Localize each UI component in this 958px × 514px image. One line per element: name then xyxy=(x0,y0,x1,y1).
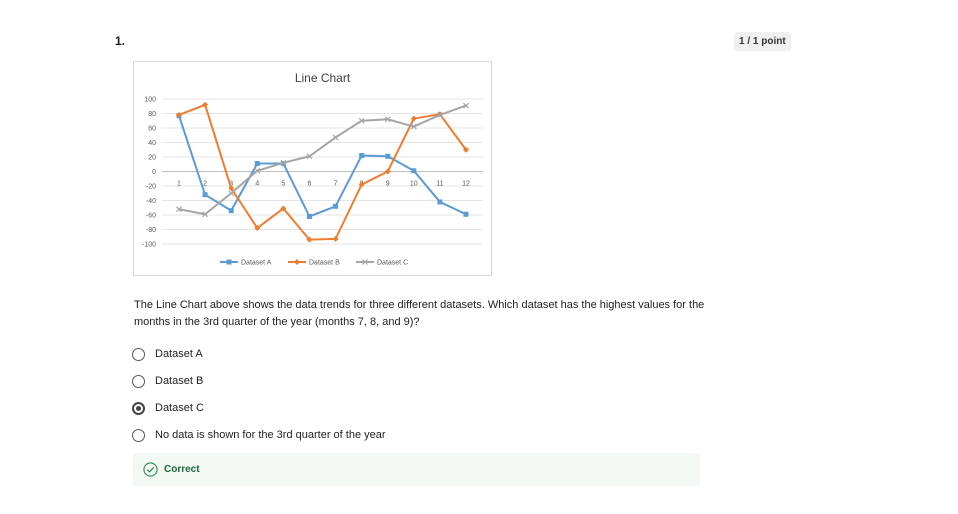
data-point xyxy=(437,199,443,205)
data-point xyxy=(463,146,469,153)
data-point xyxy=(202,211,209,218)
radio-dataset-c[interactable] xyxy=(132,401,145,415)
series-line xyxy=(178,115,467,218)
x-tick-label: 2 xyxy=(203,181,207,188)
data-point xyxy=(176,111,182,118)
x-tick-label: 9 xyxy=(386,181,390,188)
y-tick-label: -80 xyxy=(146,227,156,234)
data-point xyxy=(384,116,391,123)
y-tick-label: -100 xyxy=(142,242,156,249)
x-tick-label: 4 xyxy=(255,181,259,188)
radio-dataset-b[interactable] xyxy=(132,374,145,388)
y-tick-label: 20 xyxy=(148,155,156,162)
y-tick-label: -60 xyxy=(146,213,156,220)
data-point xyxy=(436,112,443,118)
data-point xyxy=(226,259,232,265)
data-point xyxy=(332,134,339,141)
option-label: No data is shown for the 3rd quarter of … xyxy=(155,429,386,441)
data-point xyxy=(202,101,209,108)
x-tick-label: 6 xyxy=(308,181,312,188)
x-tick-label: 7 xyxy=(334,181,338,188)
y-tick-label: 0 xyxy=(152,169,156,176)
data-point xyxy=(411,168,417,174)
legend-label: Dataset B xyxy=(309,260,340,267)
data-point xyxy=(254,225,261,232)
y-tick-label: 60 xyxy=(148,126,156,133)
series-line xyxy=(178,103,467,241)
line-chart: Line Chart 100 80 60 40 20 0 -20 -40 -60 -80 -100 1 2… xyxy=(133,61,492,276)
data-point xyxy=(384,168,391,175)
option-label: Dataset B xyxy=(155,375,204,387)
data-point xyxy=(463,211,469,217)
question-text: The Line Chart above shows the data tren… xyxy=(134,299,705,328)
chart-title: Line Chart xyxy=(295,71,351,85)
legend-label: Dataset C xyxy=(377,260,408,267)
question-number: 1. xyxy=(115,34,126,48)
data-point xyxy=(228,185,235,192)
data-point xyxy=(294,259,300,265)
y-tick-label: -20 xyxy=(146,184,156,191)
legend-label: Dataset A xyxy=(241,260,272,267)
x-tick-label: 11 xyxy=(436,181,443,188)
data-point xyxy=(228,190,235,197)
data-point xyxy=(306,213,312,219)
data-point xyxy=(385,153,391,159)
data-point xyxy=(254,167,261,174)
radio-no-data[interactable] xyxy=(132,428,145,442)
data-point xyxy=(176,206,182,213)
y-tick-label: 100 xyxy=(144,97,156,104)
data-point xyxy=(306,236,313,243)
data-point xyxy=(362,259,368,265)
x-tick-label: 10 xyxy=(410,181,418,188)
data-point xyxy=(254,161,260,167)
option-dataset-b[interactable]: Dataset B xyxy=(132,373,203,389)
data-point xyxy=(358,181,365,188)
y-tick-label: -40 xyxy=(146,198,156,205)
feedback-text: Correct xyxy=(164,464,200,475)
data-point xyxy=(228,208,234,214)
feedback-banner: Correct xyxy=(133,453,700,486)
option-no-data[interactable]: No data is shown for the 3rd quarter of … xyxy=(132,427,386,443)
x-tick-label: 3 xyxy=(229,181,233,188)
data-point xyxy=(306,153,313,160)
data-point xyxy=(463,102,469,109)
data-point xyxy=(280,205,287,212)
series-line xyxy=(178,104,467,216)
radio-dataset-a[interactable] xyxy=(132,347,145,361)
data-point xyxy=(280,159,287,166)
data-point xyxy=(332,235,339,242)
data-point xyxy=(202,192,208,198)
check-circle-icon xyxy=(143,462,158,477)
y-tick-label: 80 xyxy=(148,111,156,118)
x-tick-label: 12 xyxy=(462,181,470,188)
x-tick-label: 1 xyxy=(177,181,181,188)
data-point xyxy=(359,153,365,159)
points-badge: 1 / 1 point xyxy=(734,32,791,51)
option-dataset-c[interactable]: Dataset C xyxy=(132,400,204,416)
y-tick-label: 40 xyxy=(148,140,156,147)
option-label: Dataset A xyxy=(155,348,203,360)
x-tick-label: 5 xyxy=(281,181,285,188)
data-point xyxy=(410,115,417,122)
data-point xyxy=(358,117,365,124)
option-label: Dataset C xyxy=(155,402,204,414)
option-dataset-a[interactable]: Dataset A xyxy=(132,346,203,362)
data-point xyxy=(410,123,417,130)
data-point xyxy=(333,203,339,209)
